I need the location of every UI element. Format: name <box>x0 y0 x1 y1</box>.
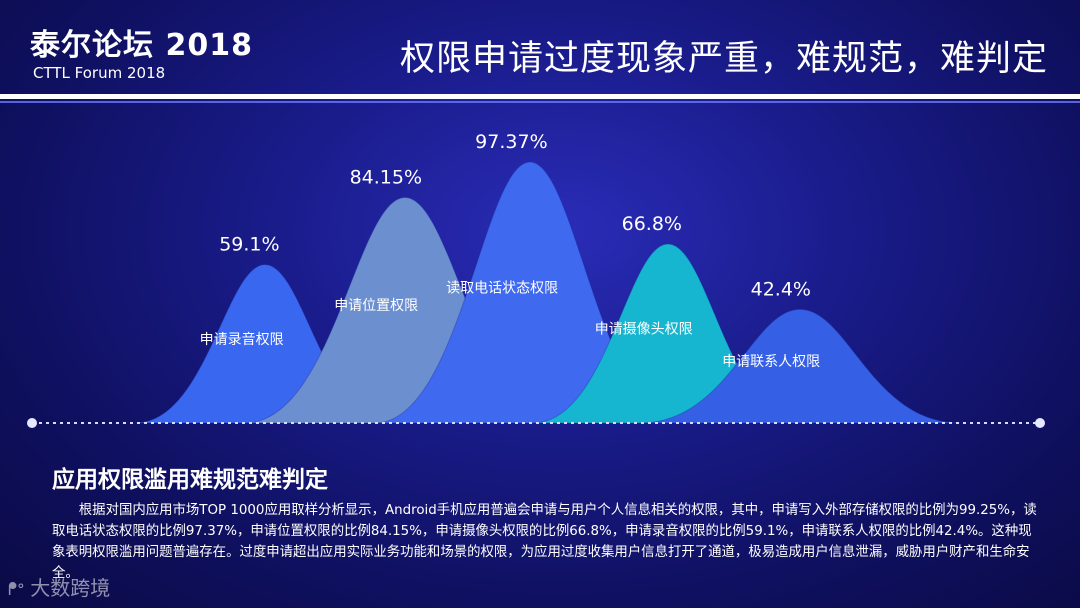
peak-category-label: 读取电话状态权限 <box>446 280 558 297</box>
peak-value-label: 66.8% <box>622 213 682 235</box>
baseline-left-dot <box>27 418 37 428</box>
brand-title: 泰尔论坛 2018 <box>30 28 253 63</box>
header-divider <box>0 94 1080 99</box>
peak-value-label: 97.37% <box>475 131 547 153</box>
peak-category-label: 申请位置权限 <box>334 298 418 314</box>
slide-title: 权限申请过度现象严重，难规范，难判定 <box>399 39 1048 79</box>
header-divider-accent <box>0 101 1080 103</box>
body-paragraph: 根据对国内应用市场TOP 1000应用取样分析显示，Android手机应用普遍会… <box>52 503 1037 581</box>
section-heading: 应用权限滥用难规范难判定 <box>52 467 328 493</box>
peak-value-label: 84.15% <box>350 166 422 188</box>
peak-5 <box>639 308 961 424</box>
peak-category-label: 申请录音权限 <box>200 331 284 348</box>
peak-category-label: 申请联系人权限 <box>722 354 820 370</box>
watermark: ᖰᐤ 大数跨境 <box>8 572 110 601</box>
peak-category-label: 申请摄像头权限 <box>595 321 693 337</box>
watermark-logo-icon: ᖰᐤ <box>8 579 25 600</box>
brand-subtitle: CTTL Forum 2018 <box>33 64 166 82</box>
watermark-text: 大数跨境 <box>30 576 111 600</box>
peak-value-label: 42.4% <box>751 278 811 300</box>
baseline-right-dot <box>1035 418 1045 428</box>
peak-value-label: 59.1% <box>219 234 279 256</box>
